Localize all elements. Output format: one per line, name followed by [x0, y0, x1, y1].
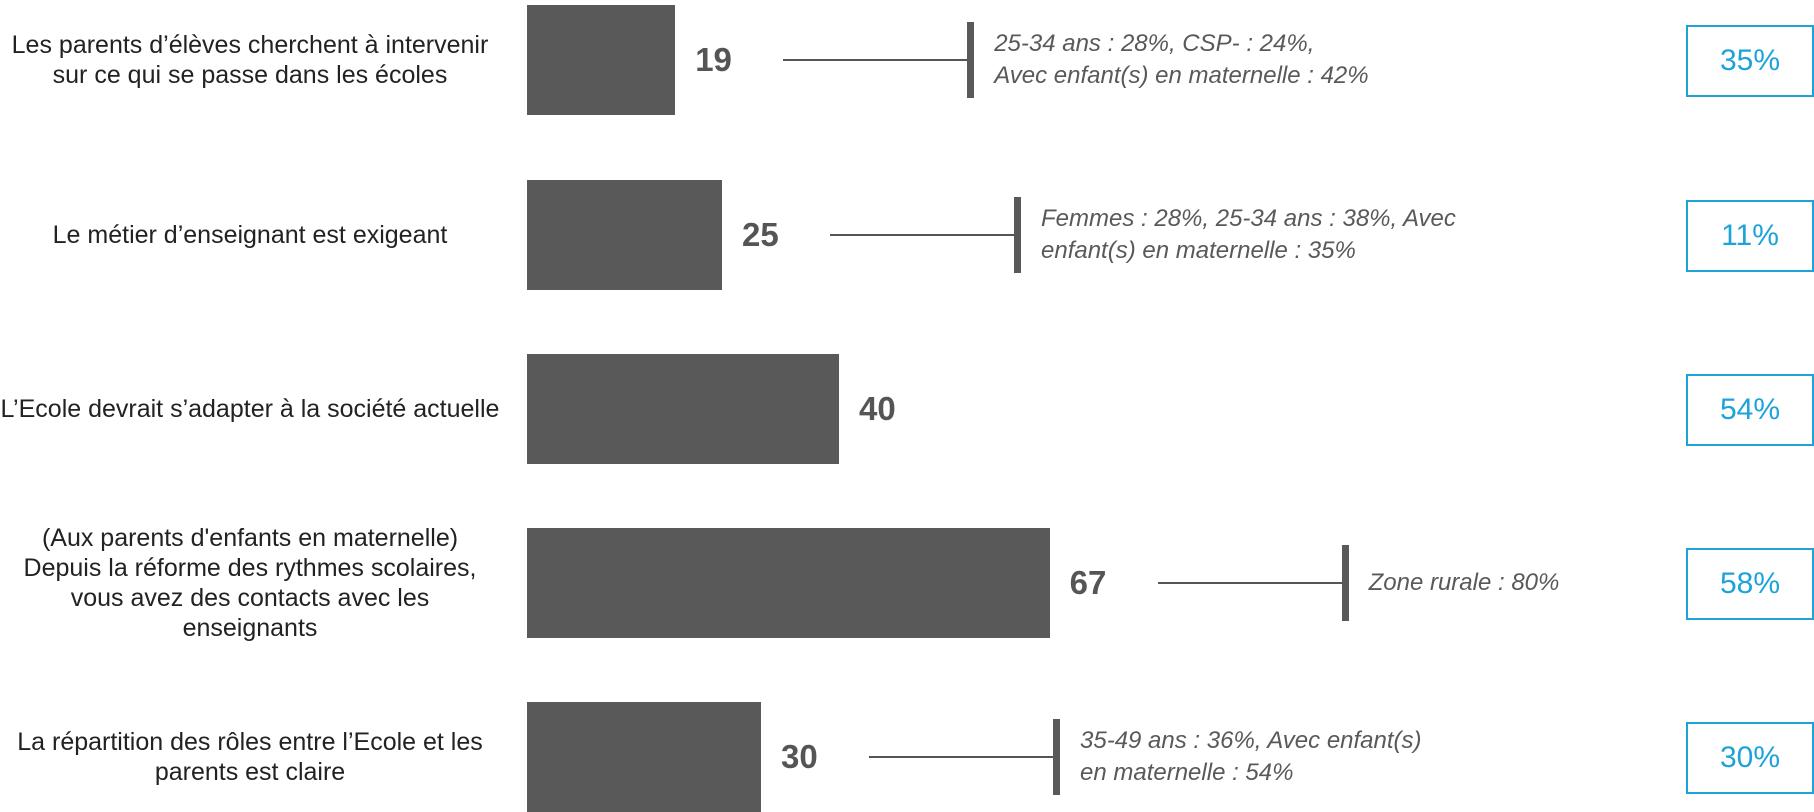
bar-mark	[527, 354, 839, 464]
value-label: 40	[859, 390, 896, 427]
comparison-badge: 58%	[1686, 548, 1814, 620]
comparison-badge: 30%	[1686, 722, 1814, 794]
comparison-badge: 54%	[1686, 374, 1814, 446]
bar-mark	[527, 5, 676, 115]
value-label: 30	[781, 738, 818, 775]
note-connector	[869, 756, 1053, 758]
category-label: L’Ecole devrait s’adapter à la société a…	[0, 395, 500, 423]
value-label: 67	[1069, 564, 1107, 601]
note-tick	[1014, 197, 1021, 273]
chart-row: La répartition des rôles entre l’Ecole e…	[0, 702, 1814, 812]
bar-mark	[527, 528, 1050, 638]
comparison-badge: 11%	[1686, 200, 1814, 272]
note-tick	[1341, 545, 1349, 621]
subgroup-note: Femmes : 28%, 25-34 ans : 38%, Avec enfa…	[1041, 205, 1456, 264]
category-label: Le métier d’enseignant est exigeant	[52, 221, 448, 249]
category-label: La répartition des rôles entre l’Ecole e…	[17, 728, 483, 786]
comparison-badge: 35%	[1686, 25, 1814, 97]
chart-row: Les parents d’élèves cherchent à interve…	[0, 5, 1814, 115]
chart-row: Le métier d’enseignant est exigeant 25 Fem…	[0, 180, 1814, 290]
note-tick	[967, 22, 975, 98]
note-connector	[783, 59, 968, 61]
bar-mark	[527, 180, 722, 290]
note-connector	[1157, 582, 1342, 584]
subgroup-note: Zone rurale : 80%	[1368, 569, 1560, 596]
value-label: 19	[695, 41, 732, 78]
chart-row: L’Ecole devrait s’adapter à la société a…	[0, 354, 1814, 464]
subgroup-note: 25-34 ans : 28%, CSP- : 24%, Avec enfant…	[994, 30, 1369, 89]
chart-row: (Aux parents d'enfants en maternelle) De…	[0, 524, 1814, 642]
value-label: 25	[742, 216, 779, 253]
note-tick	[1053, 719, 1060, 795]
note-connector	[830, 234, 1014, 236]
subgroup-note: 35-49 ans : 36%, Avec enfant(s) en mater…	[1080, 727, 1422, 786]
bar-mark	[527, 702, 761, 812]
category-label: Les parents d’élèves cherchent à interve…	[11, 31, 489, 89]
category-label: (Aux parents d'enfants en maternelle) De…	[23, 524, 477, 642]
